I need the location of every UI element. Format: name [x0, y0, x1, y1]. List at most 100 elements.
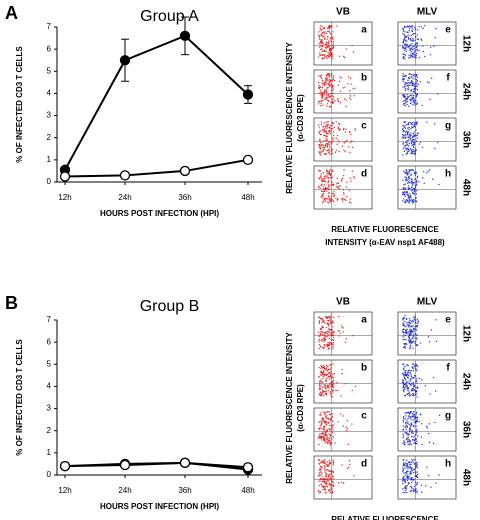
dot: [329, 48, 331, 50]
dot: [405, 463, 407, 465]
dot: [328, 483, 330, 486]
dot: [323, 460, 325, 462]
dot: [407, 465, 409, 467]
dot: [331, 34, 333, 36]
dot: [337, 421, 339, 423]
dot: [416, 476, 419, 479]
dot: [328, 475, 330, 477]
time-label: 48h: [460, 469, 471, 486]
dot: [329, 470, 331, 472]
dot: [402, 433, 404, 435]
dot: [410, 44, 412, 46]
dot: [415, 148, 417, 150]
dot: [320, 383, 323, 385]
x-tick-label: 12h: [58, 486, 71, 495]
dot: [410, 345, 412, 347]
dot: [342, 189, 345, 191]
dot: [324, 492, 326, 494]
dot: [322, 129, 324, 131]
dot: [336, 186, 339, 188]
dot: [331, 334, 333, 336]
dot: [324, 380, 326, 382]
dot: [402, 100, 404, 102]
dot: [350, 202, 352, 204]
dot: [322, 418, 324, 420]
dot: [411, 184, 414, 186]
dot: [411, 431, 413, 433]
dot: [402, 386, 405, 388]
dot: [347, 83, 349, 85]
dot: [405, 46, 407, 48]
dot: [409, 82, 412, 84]
dot: [333, 190, 335, 192]
dot: [321, 100, 323, 102]
dot: [414, 91, 416, 93]
dot: [329, 38, 331, 40]
dot: [407, 477, 409, 479]
dot: [404, 372, 407, 374]
y-axis-label: (α-CD3 RPE): [296, 94, 305, 142]
dot: [349, 77, 352, 80]
dot: [407, 371, 409, 374]
dot: [324, 486, 326, 488]
dot: [332, 131, 335, 133]
dot: [407, 136, 409, 139]
dot: [349, 151, 351, 154]
dot: [426, 81, 429, 83]
dot: [324, 489, 327, 491]
dot: [416, 483, 418, 486]
dot: [407, 373, 409, 375]
dot: [333, 134, 335, 136]
dot: [318, 443, 320, 445]
dot: [412, 181, 414, 183]
dot: [329, 53, 331, 55]
dot: [319, 41, 321, 43]
dot: [413, 316, 415, 318]
dot: [416, 177, 418, 179]
dot: [405, 335, 407, 337]
dot: [332, 47, 334, 49]
dot: [354, 128, 356, 130]
dot: [406, 393, 408, 395]
dot: [414, 174, 417, 176]
dot: [322, 172, 325, 174]
dot: [405, 169, 407, 171]
dot: [325, 143, 327, 145]
dot: [412, 75, 414, 77]
y-tick-label: 6: [47, 337, 52, 346]
dot: [324, 189, 326, 191]
dot: [328, 459, 330, 461]
dot: [414, 55, 416, 57]
dot: [403, 121, 405, 123]
dot: [416, 137, 418, 139]
dot: [407, 387, 410, 389]
dot: [320, 102, 322, 105]
dot: [404, 39, 406, 41]
dot: [405, 472, 408, 474]
dot: [434, 123, 436, 125]
dot: [348, 131, 351, 133]
y-tick-label: 7: [47, 315, 52, 324]
dot: [415, 488, 417, 490]
dot: [331, 385, 334, 388]
dot: [412, 78, 414, 80]
dot: [332, 485, 335, 488]
dot: [410, 173, 412, 175]
dot: [410, 374, 412, 376]
dot: [413, 153, 415, 155]
dot: [407, 476, 409, 478]
dot: [328, 172, 331, 174]
dot: [319, 492, 321, 494]
dot: [409, 73, 411, 75]
dot: [325, 175, 327, 177]
dot: [426, 466, 428, 468]
dot: [405, 147, 407, 149]
dot: [403, 328, 405, 331]
dot: [326, 430, 328, 432]
dot: [347, 443, 350, 446]
dot: [353, 175, 355, 178]
dot: [416, 85, 418, 87]
dot: [322, 94, 324, 97]
dot: [416, 76, 418, 78]
dot: [329, 146, 331, 148]
